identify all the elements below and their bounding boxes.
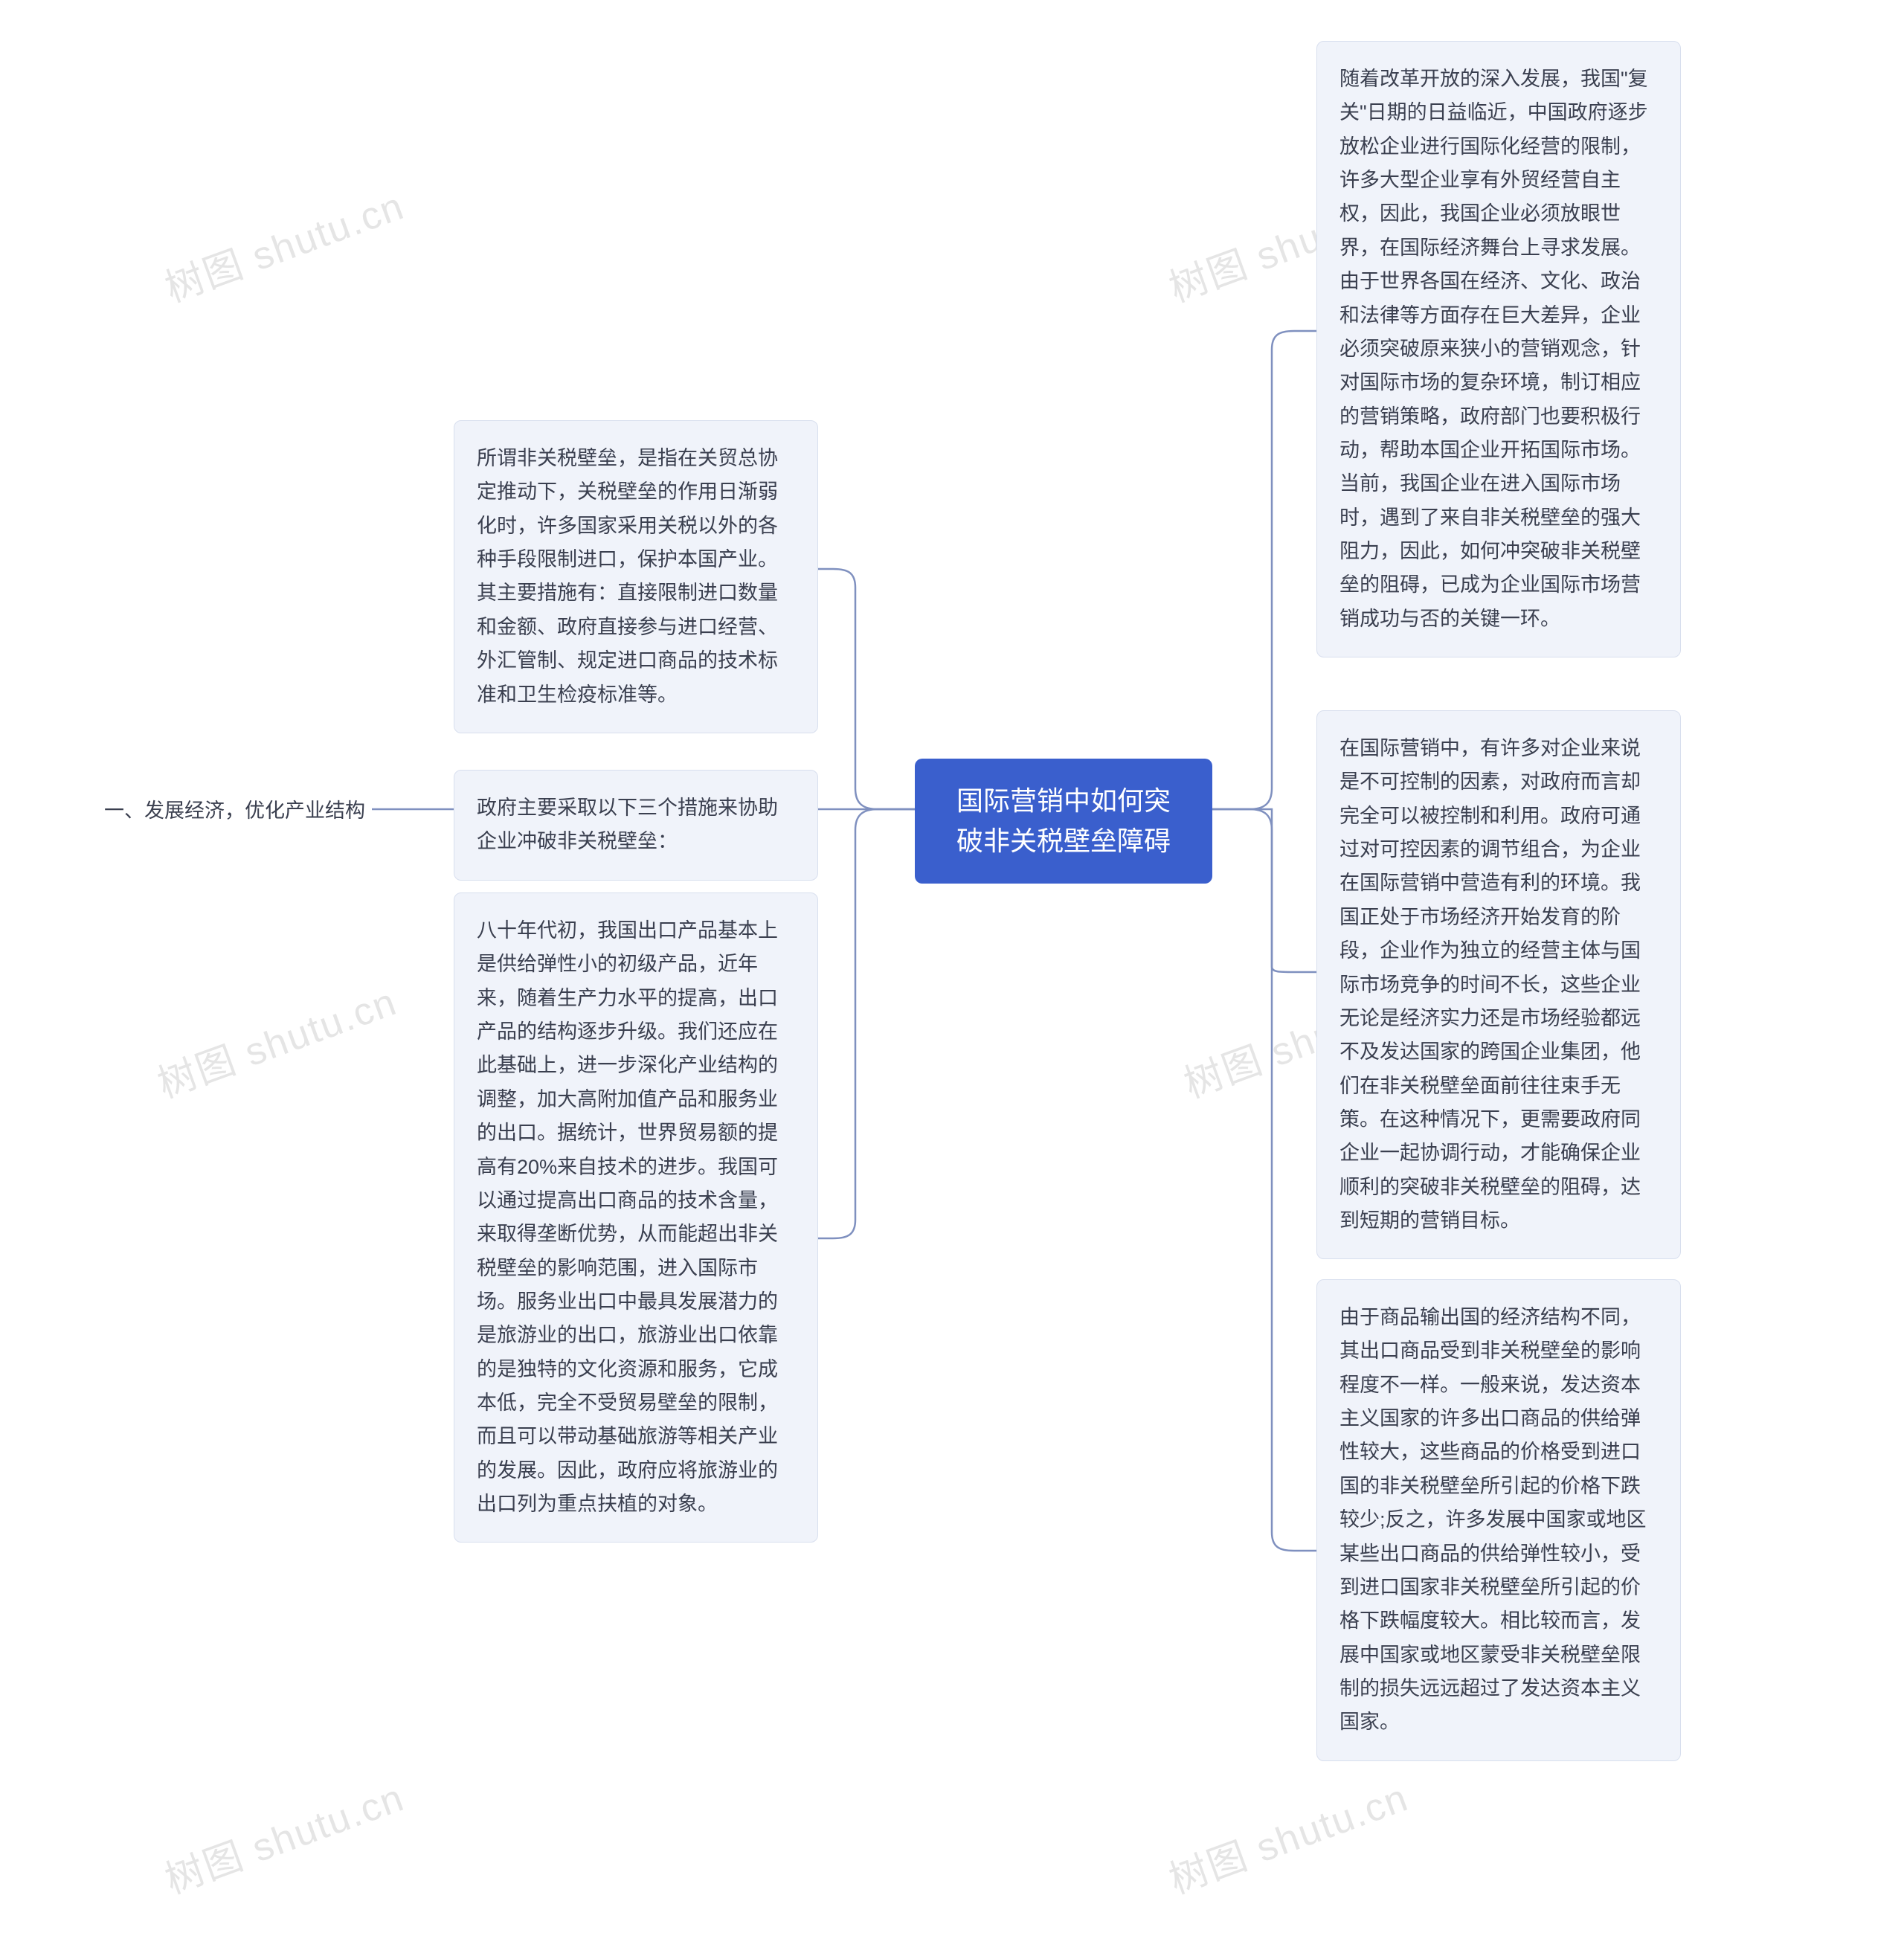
watermark: 树图 shutu.cn [149, 971, 403, 1109]
watermark: 树图 shutu.cn [156, 1766, 411, 1905]
right-box-2: 在国际营销中，有许多对企业来说是不可控制的因素，对政府而言却完全可以被控制和利用… [1316, 710, 1681, 1259]
watermark: 树图 shutu.cn [156, 175, 411, 313]
left-box-1: 所谓非关税壁垒，是指在关贸总协定推动下，关税壁垒的作用日渐弱化时，许多国家采用关… [454, 420, 818, 733]
left-box-3: 八十年代初，我国出口产品基本上是供给弹性小的初级产品，近年来，随着生产力水平的提… [454, 892, 818, 1543]
left-branch-label: 一、发展经济，优化产业结构 [104, 794, 365, 823]
left-box-2: 政府主要采取以下三个措施来协助企业冲破非关税壁垒： [454, 770, 818, 881]
watermark: 树图 shutu.cn [1160, 1766, 1415, 1905]
center-topic: 国际营销中如何突破非关税壁垒障碍 [915, 759, 1212, 884]
right-box-1: 随着改革开放的深入发展，我国"复关"日期的日益临近，中国政府逐步放松企业进行国际… [1316, 41, 1681, 657]
right-box-3: 由于商品输出国的经济结构不同，其出口商品受到非关税壁垒的影响程度不一样。一般来说… [1316, 1279, 1681, 1761]
